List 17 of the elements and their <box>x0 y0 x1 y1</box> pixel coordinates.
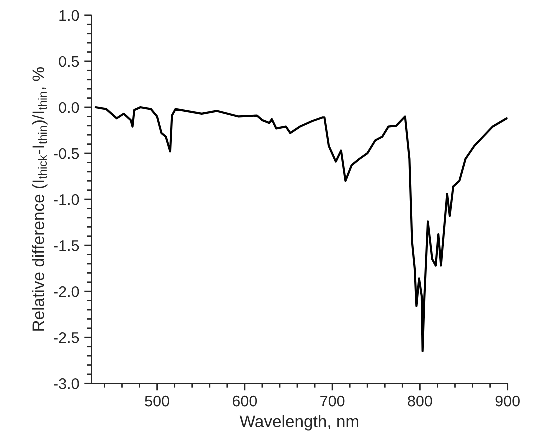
x-tick-label: 500 <box>145 396 170 407</box>
x-axis-title: Wavelength, nm <box>240 415 359 431</box>
y-tick-label: -0.5 <box>54 148 80 160</box>
y-tick-label: 0.0 <box>59 102 80 114</box>
y-tick-label: -2.5 <box>54 332 80 344</box>
y-tick-label: -1.5 <box>54 240 80 252</box>
x-tick-label: 900 <box>496 396 520 407</box>
y-tick-label: -2.0 <box>54 286 80 298</box>
x-tick-label: 800 <box>408 396 432 407</box>
x-tick-label: 700 <box>320 396 345 407</box>
y-tick-label: -1.0 <box>54 194 80 206</box>
line-series <box>94 106 508 352</box>
x-tick-label: 600 <box>232 396 258 407</box>
y-tick-label: 0.5 <box>59 56 80 68</box>
y-tick-label: 1.0 <box>60 10 80 22</box>
y-tick-label: -3.0 <box>54 378 80 390</box>
y-axis-title: Relative difference (I$_{thick}$-I$_{thin}$)/I$_{thin}$, % <box>32 68 48 331</box>
